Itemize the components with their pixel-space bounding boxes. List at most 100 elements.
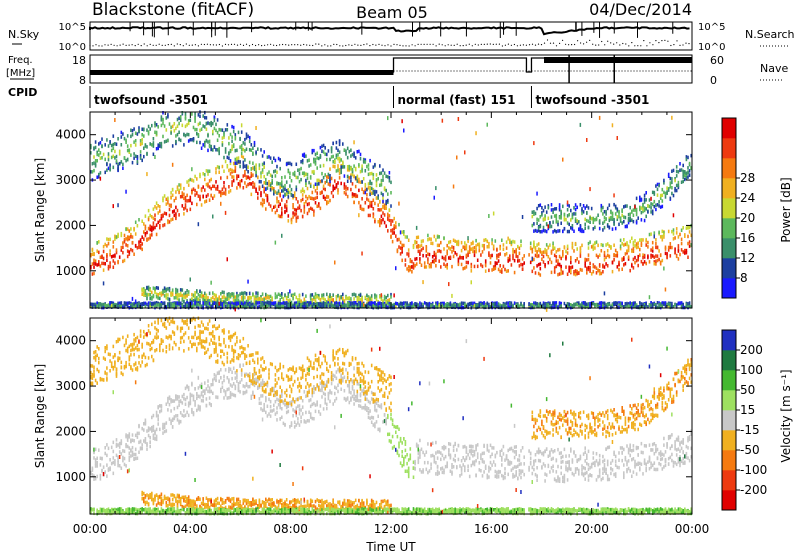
echo-cell: [305, 305, 307, 309]
echo-cell: [573, 249, 575, 253]
echo-cell: [301, 158, 304, 163]
echo-cell: [143, 291, 145, 295]
echo-cell: [374, 201, 376, 206]
echo-cell: [592, 243, 595, 248]
echo-cell: [642, 209, 644, 214]
echo-cell: [257, 191, 259, 196]
echo-cell: [165, 296, 168, 300]
echo-cell: [366, 193, 368, 197]
echo-cell: [247, 279, 249, 284]
nsearch-point: [309, 44, 311, 46]
echo-cell: [597, 255, 599, 259]
echo-cell: [327, 175, 330, 179]
echo-cell: [244, 158, 246, 162]
echo-cell: [309, 184, 312, 188]
echo-cell: [276, 208, 278, 213]
echo-cell: [170, 191, 172, 195]
echo-cell: [175, 205, 177, 210]
freq-trace: [90, 57, 692, 73]
echo-cell: [375, 196, 378, 200]
echo-cell: [261, 162, 264, 167]
echo-cell: [130, 134, 132, 139]
echo-cell: [417, 235, 420, 239]
nsearch-point: [601, 40, 603, 43]
echo-cell: [611, 227, 614, 231]
echo-cell: [642, 302, 644, 306]
echo-cell: [117, 305, 119, 309]
echo-cell: [457, 262, 460, 267]
echo-cell: [629, 304, 631, 308]
echo-cell: [422, 239, 424, 243]
echo-cell: [104, 346, 106, 350]
echo-cell: [93, 477, 95, 481]
echo-cell: [234, 298, 237, 303]
echo-cell: [555, 255, 558, 259]
echo-cell: [212, 131, 214, 136]
echo-cell: [186, 289, 188, 293]
echo-cell: [390, 222, 392, 227]
echo-cell: [297, 303, 299, 307]
echo-cell: [181, 304, 184, 308]
echo-cell: [257, 175, 259, 179]
echo-cell: [306, 159, 309, 163]
echo-cell: [224, 187, 227, 192]
nsearch-point: [661, 40, 663, 42]
echo-cell: [390, 180, 392, 185]
echo-cell: [672, 193, 675, 198]
echo-cell: [120, 304, 123, 309]
beam-title: Beam 05: [356, 3, 428, 22]
echo-cell: [337, 164, 339, 168]
echo-cell: [285, 302, 288, 307]
echo-cell: [672, 228, 675, 232]
echo-cell: [313, 212, 315, 217]
echo-cell: [202, 297, 204, 301]
echo-cell: [93, 271, 95, 276]
echo-cell: [293, 207, 296, 212]
echo-cell: [663, 181, 665, 185]
echo-cell: [345, 149, 347, 153]
nsearch-point: [95, 44, 97, 46]
echo-cell: [330, 302, 333, 307]
echo-cell: [173, 122, 176, 126]
echo-cell: [118, 152, 121, 156]
echo-cell: [131, 240, 134, 245]
echo-cell: [319, 304, 322, 309]
echo-cell: [571, 246, 574, 250]
echo-cell: [578, 301, 580, 305]
echo-cell: [380, 302, 383, 306]
echo-cell: [687, 171, 689, 175]
echo-cell: [281, 180, 283, 184]
echo-cell: [207, 140, 209, 144]
echo-cell: [494, 239, 497, 243]
echo-cell: [499, 269, 501, 274]
echo-cell: [242, 298, 245, 302]
echo-cell: [616, 217, 619, 221]
echo-cell: [265, 193, 267, 197]
echo-cell: [351, 172, 354, 177]
echo-cell: [460, 262, 463, 267]
echo-cell: [183, 305, 185, 309]
echo-cell: [639, 247, 641, 252]
echo-cell: [642, 262, 644, 266]
echo-cell: [146, 128, 148, 132]
echo-cell: [332, 154, 334, 159]
echo-cell: [366, 164, 368, 169]
echo-cell: [93, 146, 95, 150]
echo-cell: [98, 302, 100, 306]
echo-cell: [573, 302, 575, 307]
echo-cell: [565, 265, 567, 269]
echo-cell: [584, 257, 586, 262]
echo-cell: [189, 277, 191, 282]
echo-cell: [680, 180, 683, 184]
echo-cell: [545, 307, 548, 312]
nsearch-point: [664, 39, 666, 42]
echo-cell: [102, 378, 105, 382]
echo-cell: [213, 184, 216, 189]
echo-cell: [600, 208, 603, 213]
nsearch-point: [543, 42, 546, 44]
echo-cell: [351, 301, 354, 305]
nsearch-point: [610, 42, 612, 44]
echo-cell: [537, 218, 540, 222]
echo-cell: [224, 210, 227, 215]
echo-cell: [536, 229, 538, 233]
